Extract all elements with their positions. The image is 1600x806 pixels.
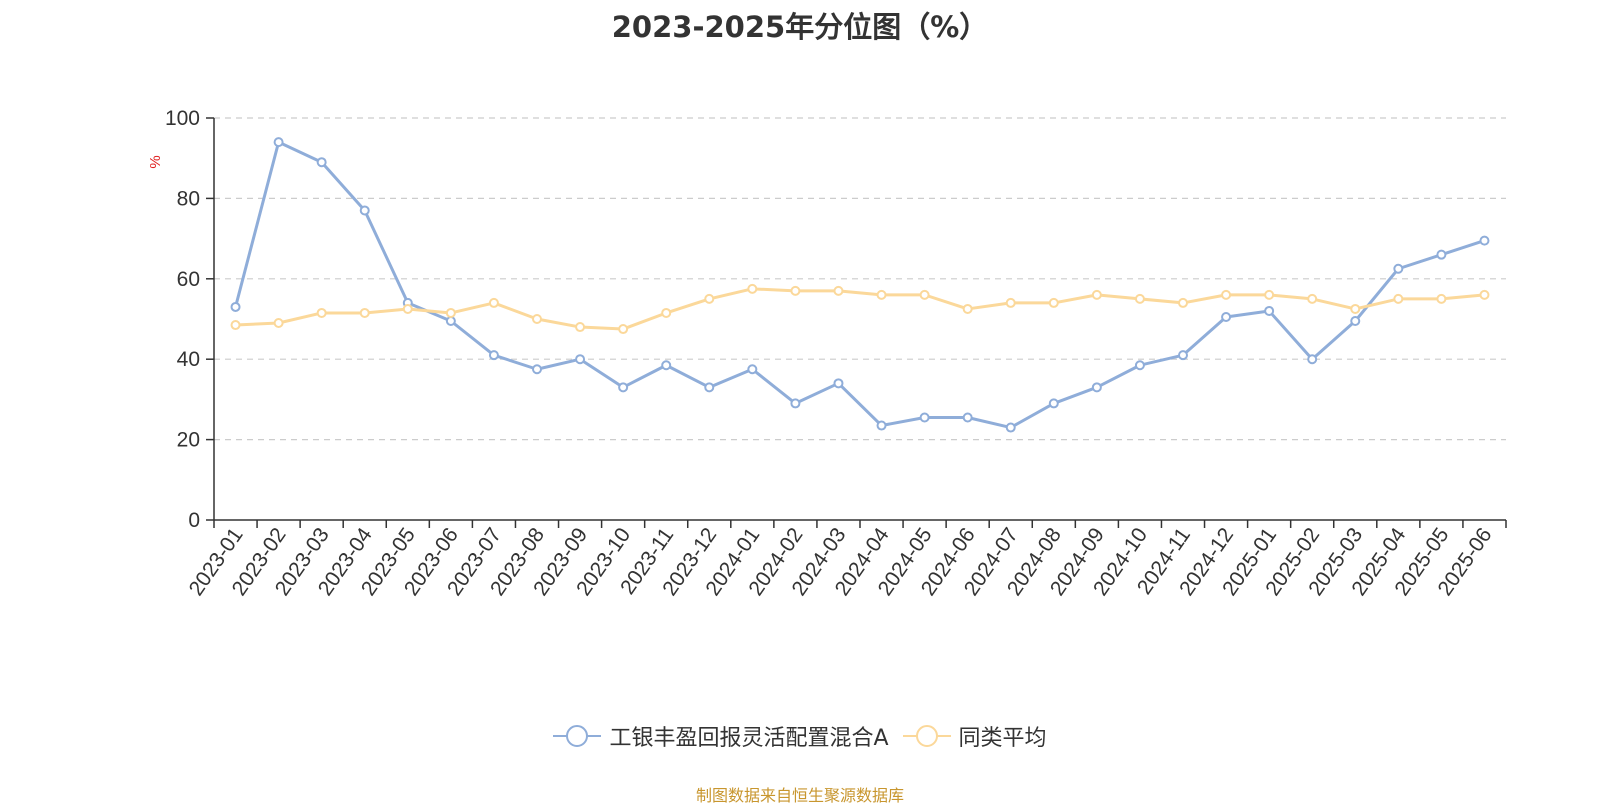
data-point	[790, 398, 801, 409]
y-tick-label: 40	[177, 348, 200, 371]
data-point	[962, 412, 973, 423]
data-point	[618, 382, 629, 393]
data-point	[316, 157, 327, 168]
data-point	[1005, 297, 1016, 308]
chart-title: 2023-2025年分位图（%）	[611, 10, 989, 44]
data-point	[1178, 297, 1188, 308]
legend-swatch-marker	[566, 725, 589, 747]
data-point	[876, 289, 887, 300]
data-point	[316, 307, 327, 318]
series-lines	[230, 137, 1490, 433]
legend-label: 同类平均	[958, 726, 1047, 751]
data-point	[1479, 235, 1490, 246]
y-tick-label: 20	[177, 429, 200, 452]
data-point	[1221, 311, 1232, 322]
data-point	[1436, 249, 1447, 260]
data-point	[445, 316, 456, 327]
data-point	[661, 307, 672, 318]
data-point	[488, 297, 499, 308]
y-tick-label: 0	[188, 509, 200, 532]
data-point	[488, 350, 499, 361]
data-point	[359, 205, 370, 216]
legend-swatch-marker	[915, 725, 938, 747]
data-point	[704, 293, 715, 304]
series-line	[234, 287, 1486, 331]
source-note: 制图数据来自恒生聚源数据库	[695, 786, 904, 805]
data-point	[1264, 289, 1275, 300]
legend: 工银丰盈回报灵活配置混合A 同类平均	[0, 720, 1600, 752]
data-point	[359, 307, 370, 318]
legend-item[interactable]: 工银丰盈回报灵活配置混合A	[553, 720, 889, 752]
data-point	[1264, 305, 1275, 316]
series-0	[230, 137, 1490, 433]
data-point	[230, 320, 241, 331]
data-point	[790, 285, 801, 296]
data-point	[747, 283, 758, 294]
data-point	[661, 360, 672, 371]
data-point	[532, 364, 542, 375]
data-point	[833, 378, 844, 389]
data-point	[919, 289, 930, 300]
data-point	[1307, 293, 1318, 304]
data-point	[1134, 293, 1145, 304]
data-point	[919, 412, 930, 423]
data-point	[747, 364, 758, 375]
axes: 0204060801002023-012023-022023-032023-04…	[165, 107, 1507, 600]
series-1	[230, 283, 1490, 335]
data-point	[1134, 360, 1145, 371]
data-point	[1350, 303, 1361, 314]
data-point	[833, 285, 844, 296]
grid-lines	[214, 117, 1506, 441]
data-point	[618, 324, 629, 335]
data-point	[1178, 350, 1188, 361]
data-point	[273, 137, 284, 148]
y-tick-label: 80	[177, 187, 200, 210]
y-tick-label: 60	[177, 268, 200, 291]
data-point	[230, 301, 241, 312]
data-point	[532, 314, 542, 324]
data-point	[1393, 293, 1404, 304]
data-point	[575, 354, 586, 365]
data-point	[704, 382, 715, 393]
data-point	[1307, 354, 1318, 365]
data-point	[1005, 422, 1016, 433]
data-point	[1350, 316, 1361, 327]
series-line	[234, 140, 1486, 430]
legend-item[interactable]: 同类平均	[902, 720, 1047, 752]
data-point	[876, 420, 887, 431]
data-point	[1091, 289, 1102, 300]
data-point	[1091, 382, 1102, 393]
data-point	[1479, 289, 1490, 300]
data-point	[273, 318, 284, 329]
data-point	[1393, 263, 1404, 274]
data-point	[1436, 293, 1447, 304]
data-point	[402, 303, 413, 314]
y-axis-label: %	[147, 155, 164, 168]
data-point	[962, 303, 973, 314]
legend-label: 工银丰盈回报灵活配置混合A	[609, 726, 889, 751]
data-point	[1048, 398, 1059, 409]
data-point	[445, 307, 456, 318]
data-point	[575, 322, 586, 333]
y-tick-label: 100	[165, 107, 200, 130]
data-point	[1221, 289, 1232, 300]
legend-swatch	[553, 725, 602, 747]
data-point	[1048, 297, 1059, 308]
legend-swatch	[902, 725, 951, 747]
